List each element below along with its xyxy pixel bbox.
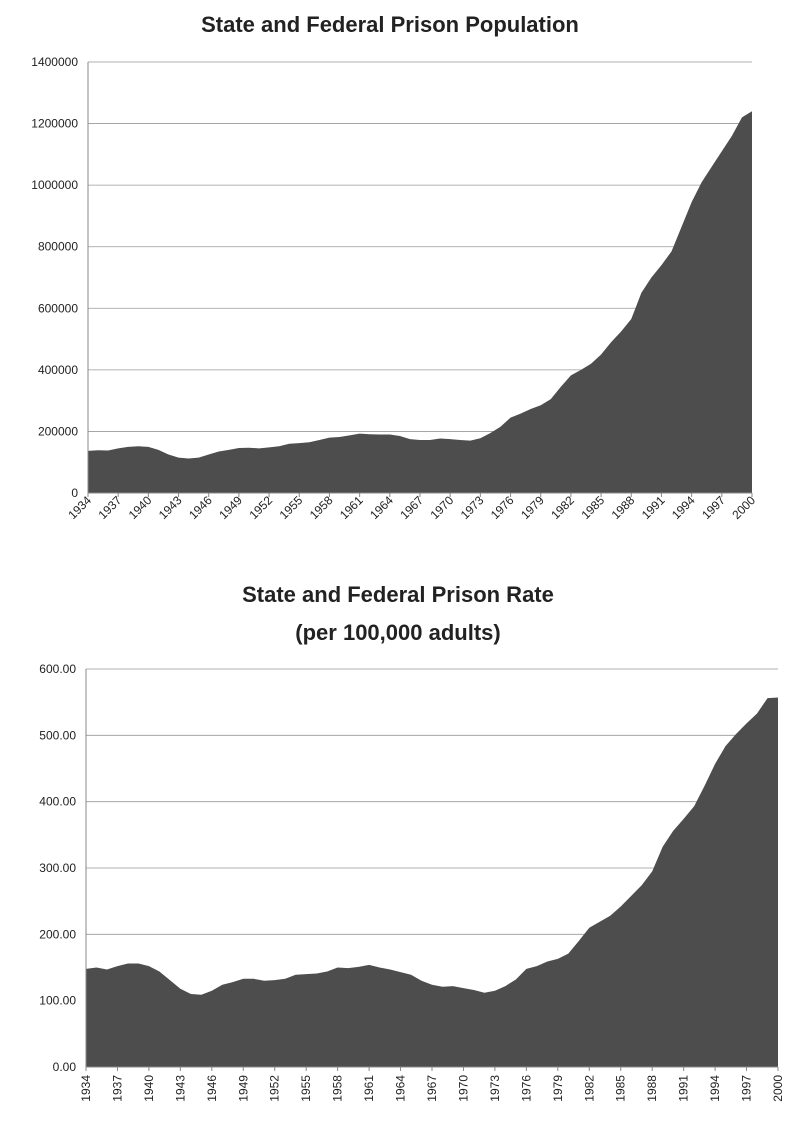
x-tick-label: 1937	[96, 493, 125, 522]
y-tick-label: 0	[71, 486, 78, 500]
x-tick-label: 1982	[582, 1075, 596, 1102]
x-tick-label: 1940	[142, 1075, 156, 1102]
area	[86, 697, 778, 1067]
y-tick-label: 0.00	[53, 1060, 77, 1074]
x-tick-label: 1982	[548, 493, 577, 522]
x-tick-label: 1994	[669, 493, 698, 522]
x-tick-label: 1958	[331, 1075, 345, 1102]
x-tick-label: 1997	[699, 493, 728, 522]
y-tick-label: 600.00	[39, 662, 76, 676]
x-tick-label: 1952	[246, 493, 275, 522]
y-tick-label: 500.00	[39, 728, 76, 742]
x-tick-label: 1964	[394, 1075, 408, 1102]
y-tick-label: 400.00	[39, 795, 76, 809]
x-tick-label: 2000	[771, 1075, 785, 1102]
y-tick-label: 100.00	[39, 994, 76, 1008]
x-tick-label: 1973	[458, 493, 487, 522]
y-tick-label: 1200000	[31, 117, 78, 131]
x-tick-label: 1952	[268, 1075, 282, 1102]
x-tick-label: 1961	[362, 1075, 376, 1102]
x-tick-label: 1994	[708, 1075, 722, 1102]
x-tick-label: 1949	[216, 493, 245, 522]
y-tick-label: 1400000	[31, 55, 78, 69]
x-tick-label: 1970	[428, 493, 457, 522]
x-tick-label: 1976	[519, 1075, 533, 1102]
x-tick-label: 1940	[126, 493, 155, 522]
x-tick-label: 1964	[367, 493, 396, 522]
y-tick-label: 400000	[38, 363, 78, 377]
x-tick-label: 1970	[456, 1075, 470, 1102]
x-tick-label: 1985	[578, 493, 607, 522]
x-tick-label: 1934	[65, 493, 94, 522]
x-tick-label: 1997	[740, 1075, 754, 1102]
x-tick-label: 1976	[488, 493, 517, 522]
x-tick-label: 1985	[614, 1075, 628, 1102]
x-tick-label: 2000	[729, 493, 758, 522]
x-tick-label: 1967	[425, 1075, 439, 1102]
chart-title: State and Federal Prison Rate	[242, 582, 554, 607]
x-tick-label: 1961	[337, 493, 366, 522]
y-tick-label: 600000	[38, 301, 78, 315]
x-tick-label: 1946	[186, 493, 215, 522]
y-tick-label: 1000000	[31, 178, 78, 192]
x-tick-label: 1955	[277, 493, 306, 522]
chart-subtitle: (per 100,000 adults)	[295, 620, 500, 645]
x-tick-label: 1967	[397, 493, 426, 522]
x-tick-label: 1991	[677, 1075, 691, 1102]
x-tick-label: 1943	[156, 493, 185, 522]
x-tick-label: 1949	[236, 1075, 250, 1102]
x-tick-label: 1946	[205, 1075, 219, 1102]
y-tick-label: 200000	[38, 424, 78, 438]
x-tick-label: 1979	[518, 493, 547, 522]
x-tick-label: 1934	[79, 1075, 93, 1102]
x-tick-label: 1988	[645, 1075, 659, 1102]
x-tick-label: 1991	[639, 493, 668, 522]
x-tick-label: 1979	[551, 1075, 565, 1102]
chart-title: State and Federal Prison Population	[201, 12, 579, 37]
y-tick-label: 300.00	[39, 861, 76, 875]
area	[88, 111, 752, 493]
y-tick-label: 200.00	[39, 927, 76, 941]
x-tick-label: 1973	[488, 1075, 502, 1102]
y-tick-label: 800000	[38, 240, 78, 254]
x-tick-label: 1937	[110, 1075, 124, 1102]
x-tick-label: 1958	[307, 493, 336, 522]
x-tick-label: 1988	[609, 493, 638, 522]
x-tick-label: 1943	[173, 1075, 187, 1102]
x-tick-label: 1955	[299, 1075, 313, 1102]
